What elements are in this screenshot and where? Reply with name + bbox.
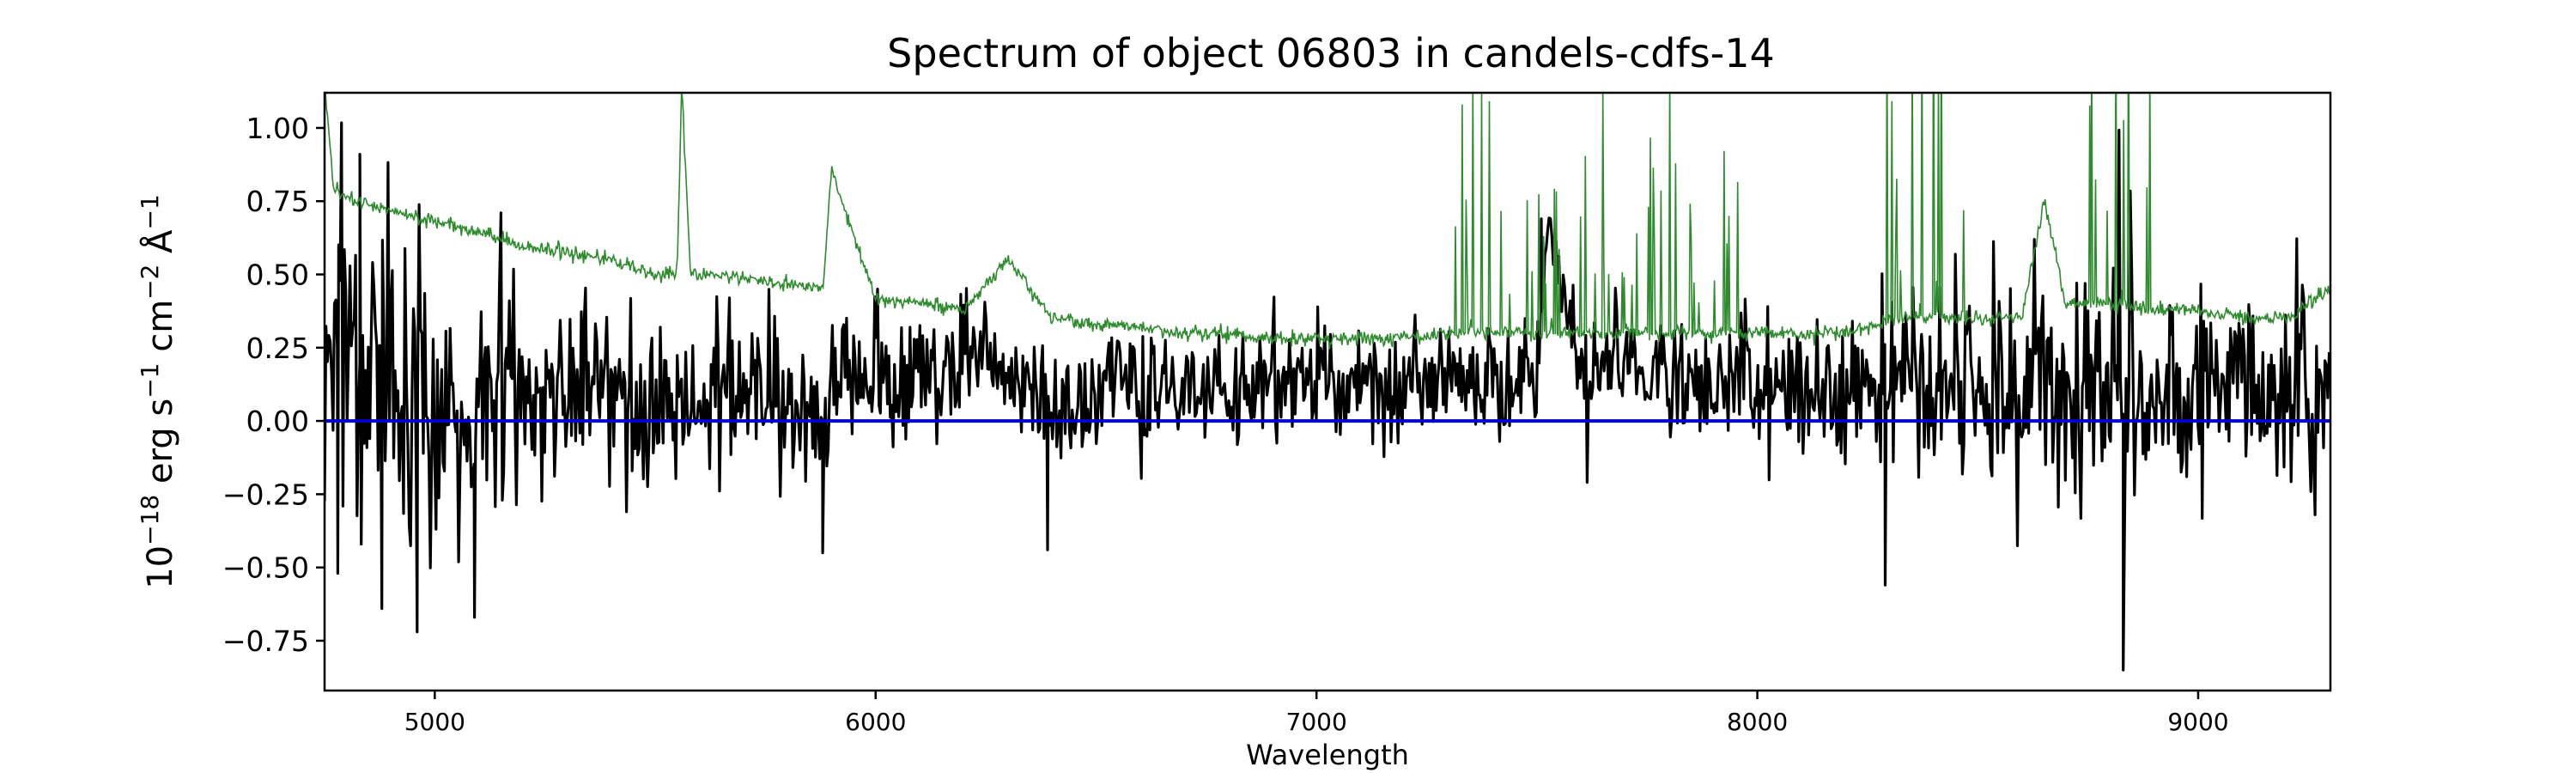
y-tick-label: 0.75 [246,185,309,218]
x-tick-label: 7000 [1286,708,1347,736]
y-tick-label: 0.00 [246,405,309,438]
series-layer [325,93,2330,672]
uncertainty-series-line [325,93,2330,350]
x-tick-label: 9000 [2167,708,2228,736]
y-axis: 1.00 0.75 0.50 0.25 0.00 −0.25 −0.50 −0.75 [222,112,325,658]
x-tick-label: 6000 [845,708,906,736]
chart-title: Spectrum of object 06803 in candels-cdfs… [887,30,1775,76]
x-axis: 5000 6000 7000 8000 9000 [404,691,2229,736]
x-tick-label: 5000 [404,708,465,736]
plot-frame [323,91,2332,692]
y-tick-label: −0.25 [222,478,309,511]
y-tick-label: −0.75 [222,624,309,658]
x-tick-label: 8000 [1727,708,1788,736]
y-tick-label: 0.25 [246,332,309,365]
y-axis-label: 10−18 erg s−1 cm−2 Å−1 [136,194,180,589]
y-tick-label: 0.50 [246,259,309,292]
plot-area [323,91,2332,692]
x-axis-label: Wavelength [1246,739,1409,771]
flux-series-line [325,121,2330,672]
y-tick-label: −0.50 [222,551,309,585]
y-tick-label: 1.00 [246,112,309,145]
